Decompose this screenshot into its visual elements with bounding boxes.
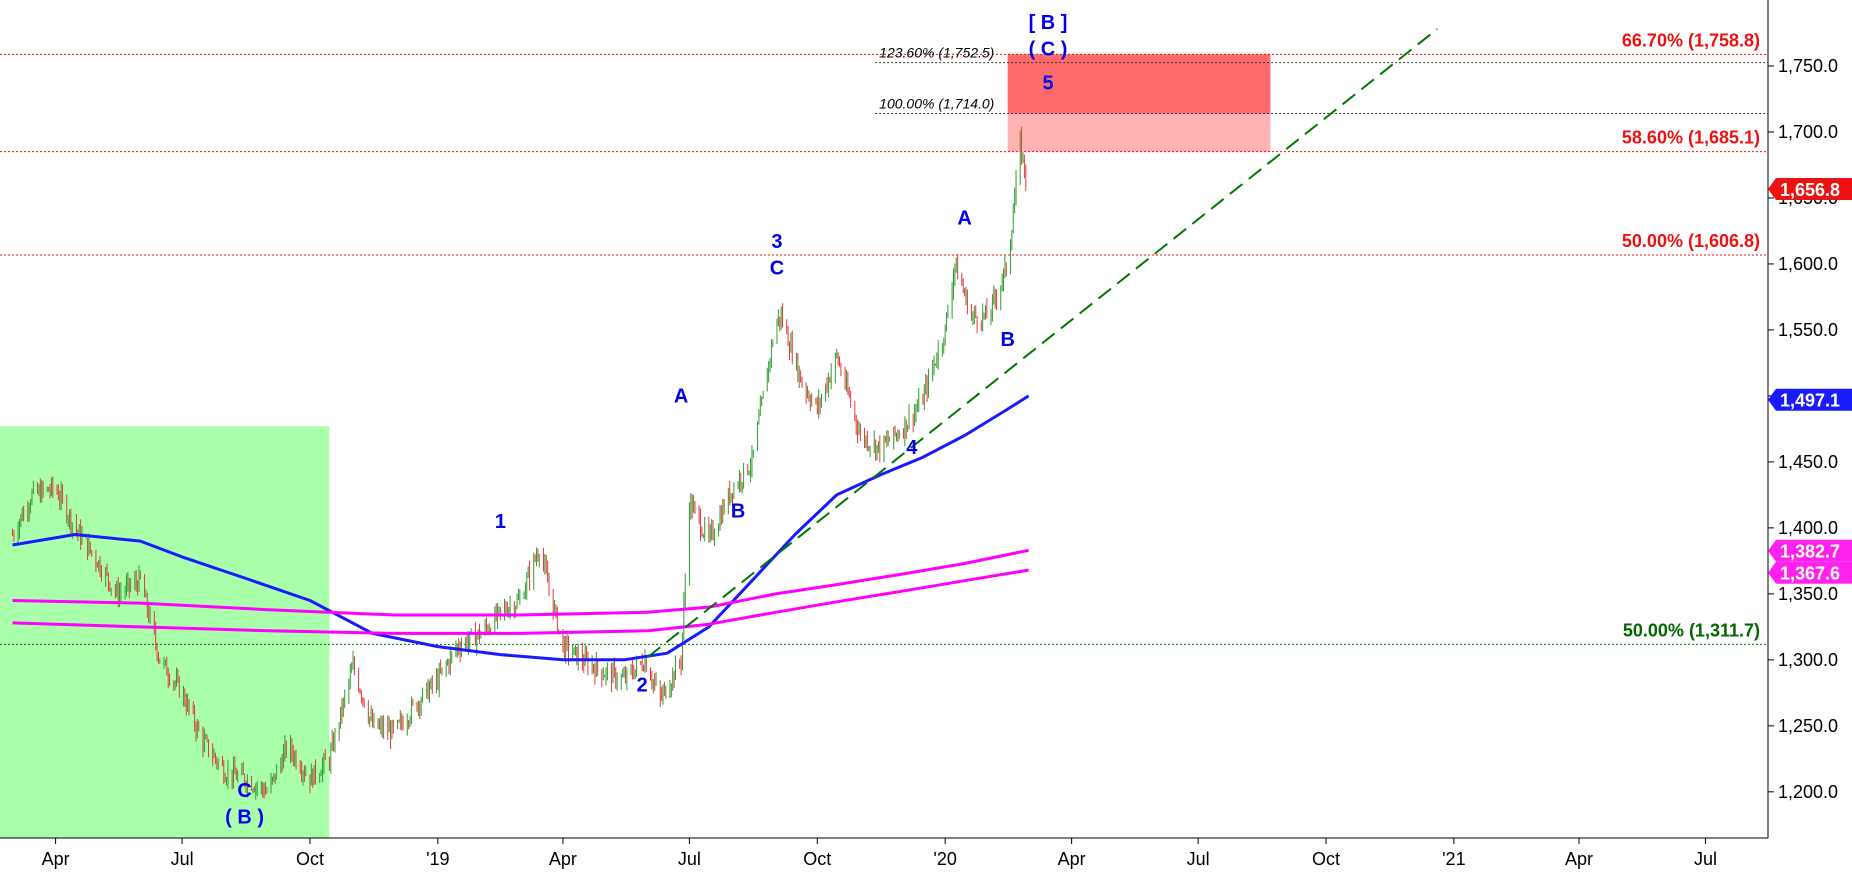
price-tag-box xyxy=(1768,177,1852,200)
target-zone-layer xyxy=(1007,54,1271,152)
y-tick-label: 1,550.0 xyxy=(1778,320,1838,340)
y-tick-label: 1,600.0 xyxy=(1778,254,1838,274)
moving-averages-layer xyxy=(12,394,1030,662)
x-tick-label: Oct xyxy=(296,849,324,869)
wave-label: A xyxy=(674,386,688,408)
wave-label: C xyxy=(770,257,784,279)
y-tick-label: 1,400.0 xyxy=(1778,518,1838,538)
price-tags-layer: 1,656.8 1,497.1 1,382.71,367.6 xyxy=(1768,177,1852,584)
fib-label: 66.70% (1,758.8) xyxy=(1622,30,1760,50)
x-tick-label: '19 xyxy=(426,849,449,869)
price-tag-box xyxy=(1768,539,1852,562)
wave-labels-layer: C ( B ) 1 2 A B 3 C 4 A B [ B ] ( C ) 5 xyxy=(225,12,1067,828)
fib-label: 58.60% (1,685.1) xyxy=(1622,128,1760,148)
x-tick-label: Apr xyxy=(549,849,577,869)
y-tick-label: 1,450.0 xyxy=(1778,452,1838,472)
candles-layer xyxy=(10,126,1028,800)
wave-label: 3 xyxy=(771,231,782,253)
price-tag-label: 1,656.8 xyxy=(1780,180,1840,200)
price-tag-label: 1,367.6 xyxy=(1780,564,1840,584)
y-tick-label: 1,250.0 xyxy=(1778,716,1838,736)
projection-label: 100.00% (1,714.0) xyxy=(879,95,994,111)
price-tag-box xyxy=(1768,561,1852,584)
trendline-layer xyxy=(647,28,1438,658)
wave-label: [ B ] xyxy=(1029,12,1068,34)
moving-average-magenta-2 xyxy=(12,568,1029,635)
target-zone-inner xyxy=(1007,54,1271,114)
y-tick-label: 1,200.0 xyxy=(1778,782,1838,802)
price-tag: 1,382.7 xyxy=(1768,539,1852,562)
price-tag-label: 1,382.7 xyxy=(1780,542,1840,562)
moving-average-blue xyxy=(12,394,1030,662)
x-tick-label: Apr xyxy=(1058,849,1086,869)
y-tick-label: 1,700.0 xyxy=(1778,122,1838,142)
x-tick-label: Jul xyxy=(678,849,701,869)
x-tick-label: '21 xyxy=(1442,849,1465,869)
wave-label: B xyxy=(1000,329,1014,351)
price-tag-label: 1,497.1 xyxy=(1780,391,1840,411)
y-tick-label: 1,750.0 xyxy=(1778,56,1838,76)
wave-label: 2 xyxy=(637,675,648,697)
x-tick-label: Oct xyxy=(803,849,831,869)
y-axis-background xyxy=(1768,0,1852,872)
y-tick-label: 1,300.0 xyxy=(1778,650,1838,670)
wave-label: A xyxy=(957,207,971,229)
x-tick-label: Jul xyxy=(1694,849,1717,869)
wave-label: 5 xyxy=(1042,73,1053,95)
price-tag-box xyxy=(1768,388,1852,411)
price-tag: 1,656.8 xyxy=(1768,177,1852,200)
x-tick-label: Oct xyxy=(1312,849,1340,869)
x-tick-label: Jul xyxy=(171,849,194,869)
x-tick-label: Jul xyxy=(1187,849,1210,869)
x-tick-label: '20 xyxy=(933,849,956,869)
fib-label: 50.00% (1,311.7) xyxy=(1623,620,1760,640)
wave-label: 1 xyxy=(495,511,506,533)
y-tick-label: 1,350.0 xyxy=(1778,584,1838,604)
price-tag: 1,367.6 xyxy=(1768,561,1852,584)
trendline xyxy=(647,28,1438,658)
wave-label: ( C ) xyxy=(1029,38,1068,60)
wave-label: B xyxy=(731,500,745,522)
wave-label: C xyxy=(237,780,251,802)
wave-label: ( B ) xyxy=(225,806,264,828)
fib-label: 50.00% (1,606.8) xyxy=(1622,231,1760,251)
x-tick-label: Apr xyxy=(1565,849,1593,869)
projection-label: 123.60% (1,752.5) xyxy=(879,45,994,61)
x-axis-background xyxy=(0,838,1852,872)
wave-label: 4 xyxy=(906,437,918,459)
price-tag: 1,497.1 xyxy=(1768,388,1852,411)
moving-average-magenta-1 xyxy=(12,548,1029,617)
x-tick-label: Apr xyxy=(42,849,70,869)
fib-lines-layer: 66.70% (1,758.8) 58.60% (1,685.1) 50.00% (… xyxy=(0,30,1768,645)
